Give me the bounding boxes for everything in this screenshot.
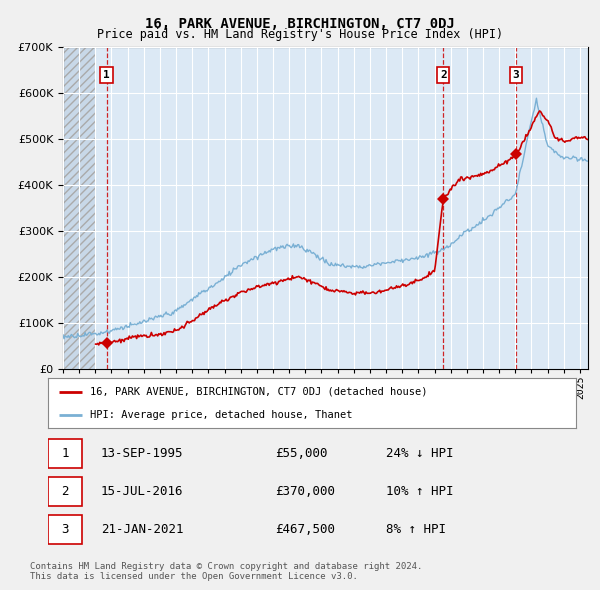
Text: 8% ↑ HPI: 8% ↑ HPI (386, 523, 446, 536)
Text: 16, PARK AVENUE, BIRCHINGTON, CT7 0DJ: 16, PARK AVENUE, BIRCHINGTON, CT7 0DJ (145, 17, 455, 31)
Text: Contains HM Land Registry data © Crown copyright and database right 2024.: Contains HM Land Registry data © Crown c… (30, 562, 422, 571)
Text: £370,000: £370,000 (275, 485, 335, 498)
Text: This data is licensed under the Open Government Licence v3.0.: This data is licensed under the Open Gov… (30, 572, 358, 581)
Text: 1: 1 (61, 447, 68, 460)
Text: 13-SEP-1995: 13-SEP-1995 (101, 447, 184, 460)
Text: 16, PARK AVENUE, BIRCHINGTON, CT7 0DJ (detached house): 16, PARK AVENUE, BIRCHINGTON, CT7 0DJ (d… (90, 386, 428, 396)
FancyBboxPatch shape (48, 515, 82, 544)
Bar (63, 47, 95, 369)
Text: 3: 3 (61, 523, 68, 536)
Text: 2: 2 (61, 485, 68, 498)
Text: HPI: Average price, detached house, Thanet: HPI: Average price, detached house, Than… (90, 410, 353, 420)
Text: £467,500: £467,500 (275, 523, 335, 536)
Text: Price paid vs. HM Land Registry's House Price Index (HPI): Price paid vs. HM Land Registry's House … (97, 28, 503, 41)
Text: 3: 3 (513, 70, 520, 80)
Text: 10% ↑ HPI: 10% ↑ HPI (386, 485, 454, 498)
Text: 1: 1 (103, 70, 110, 80)
Text: 24% ↓ HPI: 24% ↓ HPI (386, 447, 454, 460)
Text: 21-JAN-2021: 21-JAN-2021 (101, 523, 184, 536)
FancyBboxPatch shape (48, 439, 82, 468)
Text: 2: 2 (440, 70, 446, 80)
Text: 15-JUL-2016: 15-JUL-2016 (101, 485, 184, 498)
FancyBboxPatch shape (48, 477, 82, 506)
Text: £55,000: £55,000 (275, 447, 328, 460)
